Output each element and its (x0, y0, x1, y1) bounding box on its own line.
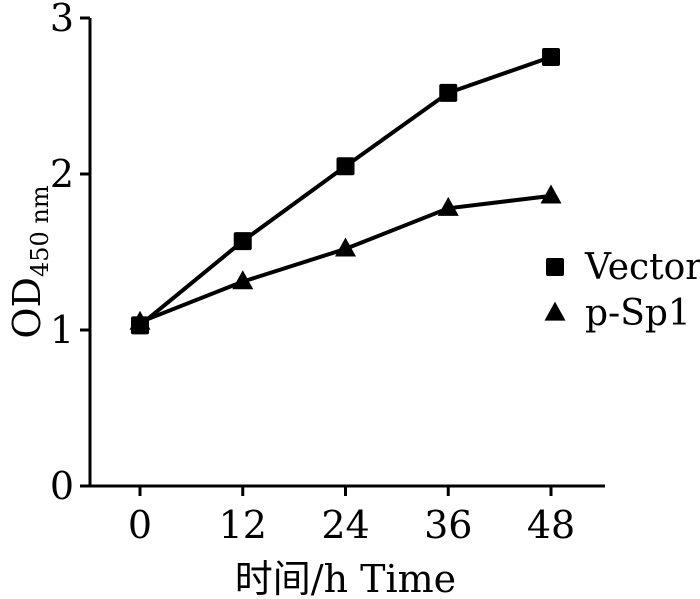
data-point (232, 270, 254, 290)
y-axis-title: OD450 nm (5, 185, 54, 339)
x-tick-label: 36 (424, 503, 472, 547)
legend-label: Vector (584, 247, 700, 288)
data-point (336, 157, 355, 176)
y-tick-label: 0 (50, 464, 74, 508)
series-layer (129, 48, 562, 335)
series-line (138, 55, 552, 327)
data-point (540, 184, 562, 204)
data-point (335, 237, 356, 257)
legend: Vector p-Sp1 (544, 247, 700, 334)
legend-marker (546, 258, 564, 276)
series-p-Sp1 (129, 184, 562, 330)
x-tick-label: 48 (527, 503, 575, 547)
x-tick-label: 24 (321, 503, 369, 547)
series-Vector (131, 48, 560, 335)
y-tick-label: 3 (50, 0, 74, 40)
legend-item: Vector (546, 247, 700, 288)
legend-label: p-Sp1 (585, 293, 691, 334)
data-point (233, 232, 252, 251)
series-line (139, 193, 552, 325)
legend-item: p-Sp1 (544, 293, 691, 334)
y-axis-title-subscript: 450 nm (26, 185, 54, 277)
data-point (129, 310, 151, 330)
legend-marker (544, 301, 566, 321)
x-tick-label: 12 (219, 503, 267, 547)
data-point (542, 48, 560, 66)
y-tick-label: 1 (50, 308, 74, 352)
x-tick-label: 0 (128, 503, 152, 547)
axes (88, 18, 605, 488)
x-axis-title: 时间/h Time (235, 557, 456, 599)
y-axis-title-main: OD (5, 277, 49, 339)
y-tick-label: 2 (50, 152, 74, 196)
data-point (439, 83, 458, 102)
data-point (437, 196, 459, 216)
